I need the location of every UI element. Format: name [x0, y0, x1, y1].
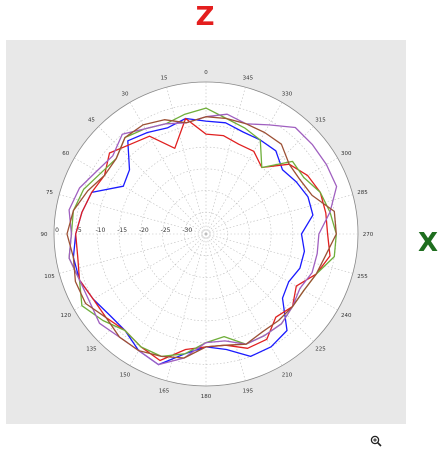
grid-ring: [140, 168, 272, 300]
angle-tick-label: 165: [159, 388, 170, 394]
radial-tick-label: -25: [161, 227, 171, 234]
angle-tick-label: 15: [161, 76, 168, 82]
angle-tick-label: 150: [120, 372, 131, 378]
angle-tick-label: 75: [46, 190, 53, 196]
angle-tick-label: 0: [204, 70, 208, 76]
series-line-4: [68, 113, 338, 366]
angle-tick-label: 30: [122, 92, 129, 98]
angle-tick-label: 90: [41, 232, 48, 238]
angle-tick-label: 120: [60, 313, 71, 319]
angle-tick-label: 315: [315, 117, 326, 123]
z-axis-label: Z: [195, 2, 215, 32]
polar-chart: 0 15 30 45 60 75 90 105 120 135 150 165 180 195 210 225…: [41, 70, 374, 400]
angle-tick-label: 345: [243, 76, 254, 82]
radial-tick-label: 0: [55, 227, 59, 234]
x-axis-label: X: [417, 228, 439, 258]
grid-spoke: [205, 157, 338, 235]
angle-tick-label: 105: [44, 274, 55, 280]
angle-tick-label: 240: [341, 313, 352, 319]
angle-tick-label: 225: [315, 347, 326, 353]
grid-spoke: [205, 233, 338, 311]
grid-spoke: [74, 233, 207, 311]
grid-spoke: [98, 126, 207, 235]
grid-spoke: [74, 157, 207, 235]
grid-spoke: [205, 126, 314, 235]
angle-tick-label: 45: [88, 117, 95, 123]
angle-tick-label: 180: [201, 394, 212, 400]
radial-tick-label: -20: [139, 227, 149, 234]
grid-spoke: [205, 233, 283, 366]
grid-spoke: [205, 233, 246, 381]
radial-tick-label: -10: [96, 227, 106, 234]
zoom-in-icon[interactable]: [370, 432, 382, 447]
angle-tick-label: 255: [357, 274, 368, 280]
radial-tick-label: -5: [76, 227, 82, 234]
series-line-5: [66, 116, 337, 359]
polar-plot-panel: 0 15 30 45 60 75 90 105 120 135 150 165 180 195 210 225…: [6, 40, 406, 447]
grid-spoke: [166, 233, 207, 381]
radial-tick-label: -15: [117, 227, 127, 234]
grid-spoke: [166, 87, 207, 235]
angle-tick-label: 330: [282, 92, 293, 98]
grid-spoke: [59, 233, 207, 274]
angle-tick-label: 135: [86, 347, 97, 353]
grid-spoke: [129, 102, 207, 235]
radial-tick-label: -30: [182, 227, 192, 234]
angle-tick-label: 270: [363, 232, 374, 238]
grid-ring: [118, 146, 294, 322]
grid-spoke: [205, 87, 246, 235]
grid-spoke: [205, 233, 353, 274]
angle-tick-label: 60: [62, 151, 69, 157]
grid-spoke: [129, 233, 207, 366]
grid-spoke: [205, 194, 353, 235]
angle-tick-label: 300: [341, 151, 352, 157]
grid-spoke: [205, 233, 314, 342]
angle-tick-label: 285: [357, 190, 368, 196]
angle-tick-label: 210: [282, 372, 293, 378]
angle-tick-label: 195: [243, 388, 254, 394]
grid-spoke: [59, 194, 207, 235]
grid-spoke: [98, 233, 207, 342]
